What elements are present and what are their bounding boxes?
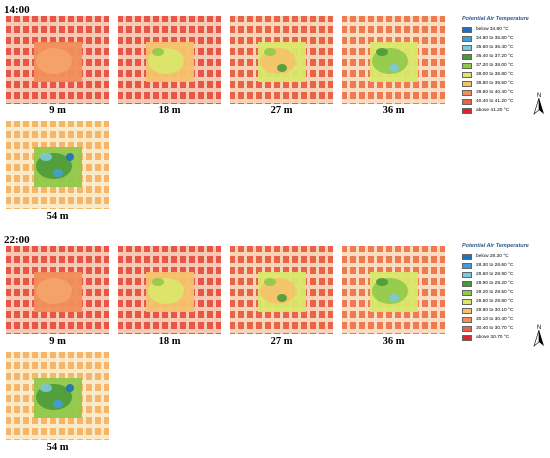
height-caption: 54 m — [46, 211, 69, 222]
legend-swatch — [462, 35, 472, 42]
height-caption: 36 m — [382, 105, 405, 116]
legend-swatch — [462, 316, 472, 323]
legend-swatch — [462, 71, 472, 78]
legend-swatch — [462, 98, 472, 105]
legend-label: 28.30 to 28.60 °C — [476, 263, 514, 268]
legend-item: 37.20 to 38.00 °C — [462, 61, 548, 70]
legend-label: 37.20 to 38.00 °C — [476, 63, 514, 68]
legend-item: 30.40 to 30.70 °C — [462, 324, 548, 333]
legend-label: 35.60 to 36.40 °C — [476, 45, 514, 50]
legend-swatch — [462, 289, 472, 296]
height-caption: 9 m — [49, 105, 66, 116]
map-1400-54m — [6, 121, 109, 209]
map-2200-9m — [6, 246, 109, 334]
legend-swatch — [462, 307, 472, 314]
legend-item: below 28.30 °C — [462, 252, 548, 261]
legend-title: Potential Air Temperature — [462, 243, 529, 249]
legend-1400: Potential Air Temperature below 34.80 °C… — [462, 16, 548, 115]
legend-item: 30.10 to 30.40 °C — [462, 315, 548, 324]
legend-swatch — [462, 80, 472, 87]
map-1400-9m — [6, 16, 109, 104]
legend-label: 30.40 to 30.70 °C — [476, 326, 514, 331]
legend-swatch — [462, 26, 472, 33]
legend-item: 39.60 to 40.40 °C — [462, 88, 548, 97]
height-caption: 9 m — [49, 336, 66, 347]
legend-swatch — [462, 253, 472, 260]
north-arrow-icon: N — [532, 322, 546, 348]
time-label-1400: 14:00 — [4, 4, 30, 16]
map-1400-27m — [230, 16, 333, 104]
height-caption: 18 m — [158, 336, 181, 347]
map-1400-18m — [118, 16, 221, 104]
legend-label: 39.60 to 40.40 °C — [476, 90, 514, 95]
legend-item: 28.60 to 28.90 °C — [462, 270, 548, 279]
legend-swatch — [462, 271, 472, 278]
legend-item: 29.20 to 29.50 °C — [462, 288, 548, 297]
legend-swatch — [462, 280, 472, 287]
legend-label: 28.90 to 29.20 °C — [476, 281, 514, 286]
legend-item: 29.80 to 30.10 °C — [462, 306, 548, 315]
legend-item: 38.00 to 38.80 °C — [462, 70, 548, 79]
legend-swatch — [462, 62, 472, 69]
map-1400-36m — [342, 16, 445, 104]
legend-label: below 28.30 °C — [476, 254, 509, 259]
height-caption: 27 m — [270, 336, 293, 347]
legend-item: below 34.80 °C — [462, 25, 548, 34]
legend-label: above 30.70 °C — [476, 335, 510, 340]
legend-2200: Potential Air Temperature below 28.30 °C… — [462, 243, 548, 342]
legend-swatch — [462, 298, 472, 305]
legend-item: 38.80 to 39.60 °C — [462, 79, 548, 88]
north-label: N — [537, 325, 541, 331]
legend-label: 29.50 to 29.80 °C — [476, 299, 514, 304]
legend-swatch — [462, 44, 472, 51]
legend-item: 35.60 to 36.40 °C — [462, 43, 548, 52]
legend-label: 36.40 to 37.20 °C — [476, 54, 514, 59]
legend-label: 38.00 to 38.80 °C — [476, 72, 514, 77]
legend-label: 29.80 to 30.10 °C — [476, 308, 514, 313]
legend-label: 30.10 to 30.40 °C — [476, 317, 514, 322]
legend-label: 40.40 to 41.20 °C — [476, 99, 514, 104]
height-caption: 18 m — [158, 105, 181, 116]
legend-item: 34.80 to 35.60 °C — [462, 34, 548, 43]
legend-label: 34.80 to 35.60 °C — [476, 36, 514, 41]
map-2200-27m — [230, 246, 333, 334]
legend-label: 29.20 to 29.50 °C — [476, 290, 514, 295]
legend-swatch — [462, 89, 472, 96]
north-label: N — [537, 93, 541, 99]
map-2200-18m — [118, 246, 221, 334]
legend-swatch — [462, 325, 472, 332]
legend-title: Potential Air Temperature — [462, 16, 529, 22]
time-label-2200: 22:00 — [4, 234, 30, 246]
legend-item: 36.40 to 37.20 °C — [462, 52, 548, 61]
map-2200-54m — [6, 352, 109, 440]
legend-swatch — [462, 53, 472, 60]
legend-swatch — [462, 262, 472, 269]
legend-item: 40.40 to 41.20 °C — [462, 97, 548, 106]
legend-item: above 41.20 °C — [462, 106, 548, 115]
legend-label: 28.60 to 28.90 °C — [476, 272, 514, 277]
legend-swatch — [462, 107, 472, 114]
legend-item: 28.30 to 28.60 °C — [462, 261, 548, 270]
north-arrow-icon: N — [532, 90, 546, 116]
legend-item: 28.90 to 29.20 °C — [462, 279, 548, 288]
legend-item: 29.50 to 29.80 °C — [462, 297, 548, 306]
legend-swatch — [462, 334, 472, 341]
legend-label: above 41.20 °C — [476, 108, 510, 113]
height-caption: 54 m — [46, 442, 69, 453]
height-caption: 27 m — [270, 105, 293, 116]
height-caption: 36 m — [382, 336, 405, 347]
map-2200-36m — [342, 246, 445, 334]
legend-label: below 34.80 °C — [476, 27, 509, 32]
legend-item: above 30.70 °C — [462, 333, 548, 342]
legend-label: 38.80 to 39.60 °C — [476, 81, 514, 86]
